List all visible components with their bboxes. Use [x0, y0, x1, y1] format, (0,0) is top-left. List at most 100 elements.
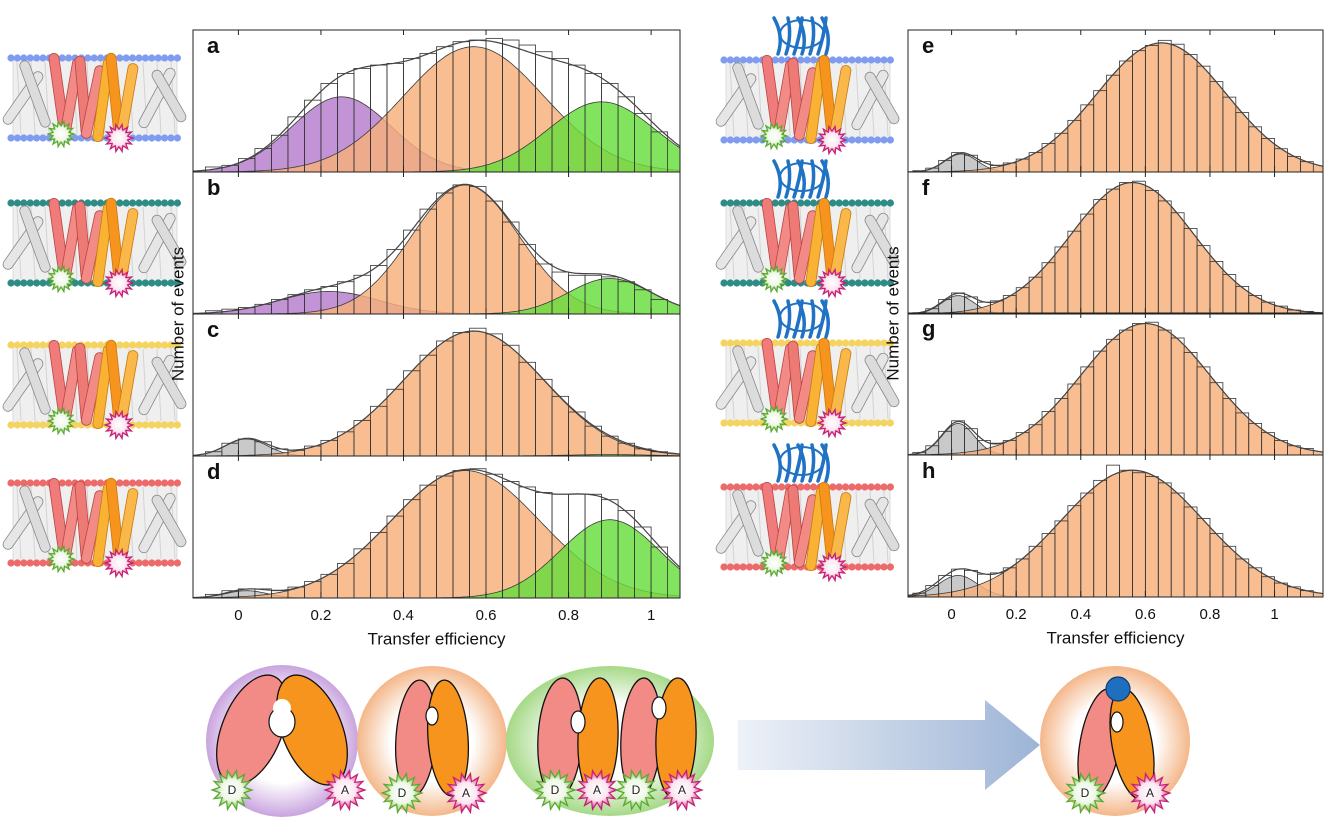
headgroup	[116, 199, 124, 207]
headgroup	[26, 134, 34, 142]
headgroup	[726, 279, 735, 287]
headgroup	[803, 199, 811, 207]
headgroup	[135, 54, 143, 62]
headgroup	[13, 134, 21, 142]
x-axis-label: Transfer efficiency	[1047, 628, 1185, 647]
headgroup	[733, 279, 741, 287]
headgroup	[154, 421, 162, 429]
headgroup	[13, 279, 21, 287]
headgroup	[771, 483, 779, 491]
headgroup	[726, 419, 735, 427]
x-tick-label: 0.8	[1200, 606, 1221, 623]
headgroup	[20, 54, 28, 62]
headgroup	[874, 199, 882, 207]
headgroup	[829, 56, 837, 64]
headgroup	[720, 483, 728, 491]
headgroup	[167, 54, 175, 62]
headgroup	[33, 421, 41, 429]
headgroup	[848, 483, 856, 491]
headgroup	[886, 563, 895, 571]
panel-label: a	[207, 33, 220, 58]
panel-label: h	[922, 458, 935, 483]
helix	[19, 60, 51, 128]
donor-star	[380, 771, 424, 815]
headgroup	[784, 563, 792, 571]
headgroup	[739, 56, 747, 64]
headgroup	[148, 479, 156, 487]
headgroup	[842, 483, 850, 491]
headgroup	[33, 559, 41, 567]
headgroup	[26, 421, 34, 429]
headgroup	[33, 199, 41, 207]
headgroup	[7, 479, 15, 487]
headgroup	[778, 56, 786, 64]
helix	[151, 69, 187, 123]
headgroup	[874, 563, 882, 571]
headgroup	[778, 483, 786, 491]
headgroup	[886, 419, 895, 427]
headgroup	[810, 483, 818, 491]
acceptor-star	[444, 771, 488, 815]
helix	[864, 354, 900, 408]
headgroup	[65, 54, 73, 62]
headgroup	[39, 134, 47, 142]
headgroup	[154, 341, 162, 349]
headgroup	[167, 341, 175, 349]
donor-label: D	[398, 786, 407, 800]
headgroup	[135, 134, 143, 142]
headgroup	[161, 341, 169, 349]
headgroup	[803, 483, 811, 491]
headgroup	[739, 136, 747, 144]
helix	[151, 494, 187, 548]
headgroup	[835, 199, 843, 207]
headgroup	[148, 279, 156, 287]
panel	[908, 39, 1323, 172]
headgroup	[854, 199, 863, 207]
helix	[864, 214, 900, 268]
headgroup	[154, 559, 162, 567]
headgroup	[135, 421, 143, 429]
protein-strand	[792, 299, 804, 339]
headgroup	[880, 419, 888, 427]
protein-strand	[820, 159, 830, 199]
headgroup	[129, 199, 137, 207]
headgroup	[746, 279, 754, 287]
membrane-cartoon	[715, 443, 900, 583]
headgroup	[874, 136, 882, 144]
headgroup	[874, 419, 882, 427]
cavity	[1110, 711, 1124, 733]
membrane-cartoon	[2, 477, 187, 579]
headgroup	[135, 559, 143, 567]
ligand	[1105, 676, 1131, 702]
protein-strand	[784, 443, 792, 483]
headgroup	[726, 136, 735, 144]
panel-label: d	[207, 459, 220, 484]
headgroup	[167, 199, 175, 207]
headgroup	[90, 479, 98, 487]
headgroup	[141, 279, 149, 287]
helix	[732, 489, 764, 557]
headgroup	[7, 421, 15, 429]
headgroup	[141, 421, 149, 429]
headgroup	[797, 483, 805, 491]
headgroup	[161, 479, 169, 487]
headgroup	[739, 483, 747, 491]
headgroup	[886, 279, 895, 287]
x-tick-label: 0.4	[393, 607, 414, 624]
helix	[19, 205, 51, 273]
headgroup	[867, 279, 875, 287]
fit-total	[193, 330, 680, 456]
x-tick-label: 0	[947, 606, 955, 623]
headgroup	[141, 341, 149, 349]
acceptor-label: A	[462, 786, 470, 800]
acceptor-star	[1128, 771, 1172, 815]
protein-strand	[784, 159, 792, 199]
donor-label: D	[1081, 786, 1090, 800]
acceptor-star	[816, 267, 848, 299]
headgroup	[39, 421, 47, 429]
headgroup	[148, 199, 156, 207]
headgroup	[886, 56, 895, 64]
headgroup	[141, 559, 149, 567]
